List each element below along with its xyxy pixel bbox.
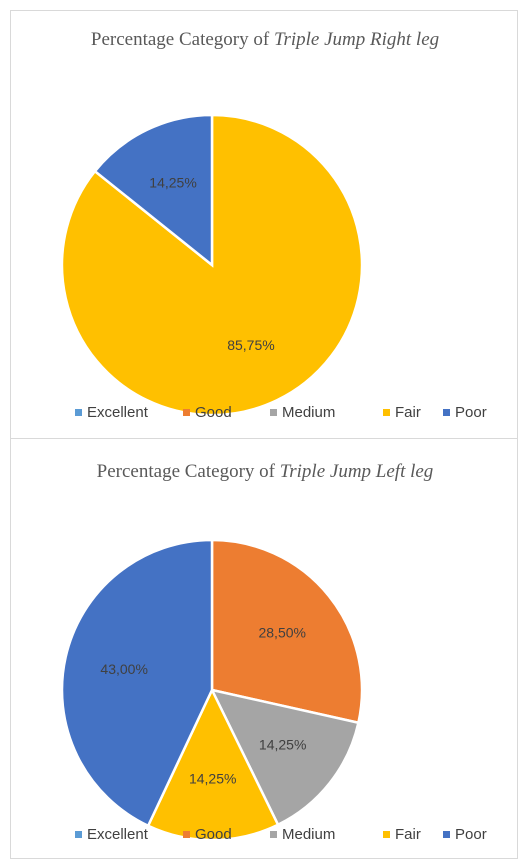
legend-swatch	[443, 409, 450, 416]
legend-label: Good	[195, 404, 232, 421]
legend-swatch	[270, 409, 277, 416]
data-label: 14,25%	[149, 175, 196, 191]
legend-swatch	[270, 831, 277, 838]
legend-label: Medium	[282, 404, 335, 421]
legend-label: Poor	[455, 826, 487, 843]
pie-slice	[209, 688, 360, 827]
legend-swatch	[75, 409, 82, 416]
legend-label: Poor	[455, 404, 487, 421]
legend-swatch	[383, 831, 390, 838]
legend-swatch	[383, 409, 390, 416]
data-label: 14,25%	[189, 771, 236, 787]
legend-label: Medium	[282, 826, 335, 843]
pie-slice	[210, 538, 364, 725]
title-text: Percentage Category of	[90, 29, 270, 50]
pie-slice	[93, 113, 214, 268]
legend-label: Fair	[395, 826, 421, 843]
pie-slice	[60, 113, 364, 417]
legend-swatch	[183, 409, 190, 416]
title-text: Percentage Category of	[96, 461, 275, 482]
title-italic: Triple Jump Right leg	[273, 29, 440, 50]
legend-swatch	[75, 831, 82, 838]
data-label: 43,00%	[100, 661, 147, 677]
chart-title: Percentage Category of Triple Jump Left …	[50, 460, 480, 484]
legend-label: Excellent	[87, 404, 149, 421]
pie-slice	[146, 687, 280, 842]
legend-swatch	[443, 831, 450, 838]
legend-label: Excellent	[87, 826, 149, 843]
legend-label: Good	[195, 826, 232, 843]
data-label: 28,50%	[258, 624, 305, 640]
legend-label: Fair	[395, 404, 421, 421]
data-label: 85,75%	[227, 337, 274, 353]
pie-slice	[60, 538, 214, 828]
chart-title: Percentage Category of Triple Jump Right…	[50, 28, 480, 52]
title-italic: Triple Jump Left leg	[279, 461, 434, 482]
chart-frame	[10, 438, 518, 859]
legend-swatch	[183, 831, 190, 838]
data-label: 14,25%	[259, 736, 306, 752]
